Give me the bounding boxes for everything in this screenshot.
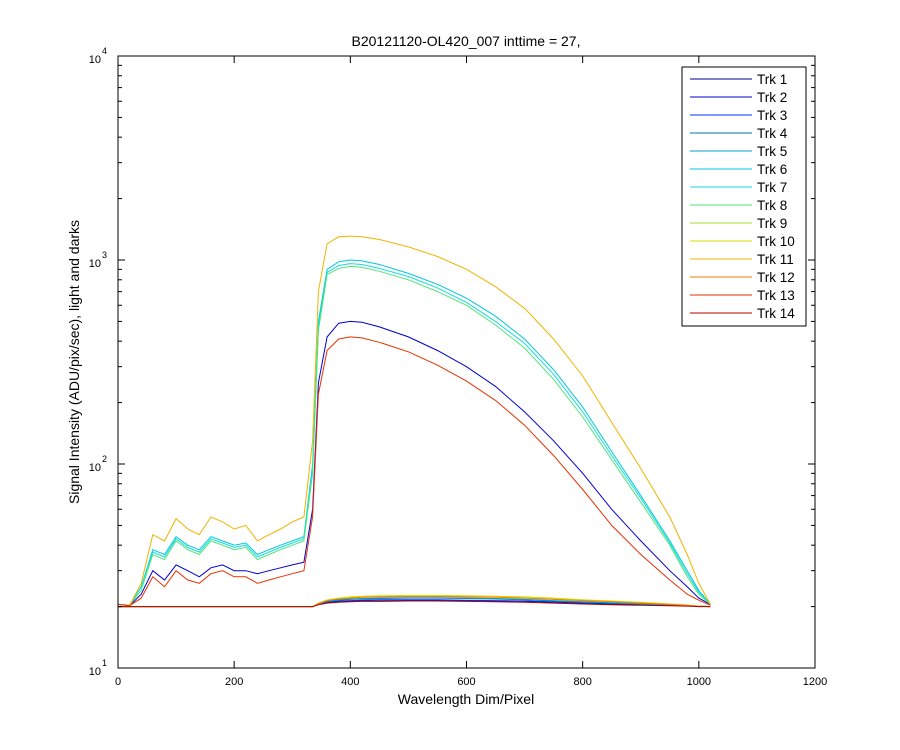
legend-label-5: Trk 5	[757, 144, 787, 159]
plot-lines	[117, 235, 711, 608]
series-line-14	[118, 600, 711, 608]
legend: Trk 1 Trk 2 Trk 3 Trk 4 Trk 5 Trk 6 Trk 7 Trk 8…	[681, 66, 807, 327]
y-tick-label: 10	[89, 258, 101, 270]
x-tick-labels: 0 200 400 600 800 1000 1200	[115, 676, 827, 688]
x-tick-label: 600	[457, 676, 475, 688]
legend-label-7: Trk 7	[757, 180, 787, 195]
legend-label-10: Trk 10	[757, 234, 795, 249]
y-tick-exponent: 1	[102, 658, 107, 668]
x-tick-label: 200	[225, 676, 243, 688]
series-line-13	[117, 336, 711, 607]
series-line-8	[117, 265, 711, 606]
legend-label-2: Trk 2	[757, 90, 787, 105]
x-tick-label: 400	[341, 676, 359, 688]
y-tick-exponent: 4	[102, 46, 107, 56]
legend-label-8: Trk 8	[757, 198, 787, 213]
y-axis-title: Signal Intensity (ADU/pix/sec), light an…	[66, 220, 82, 504]
axis-ticks	[117, 56, 816, 669]
x-tick-label: 1200	[803, 676, 827, 688]
legend-label-1: Trk 1	[757, 72, 787, 87]
legend-box	[681, 66, 807, 327]
legend-label-14: Trk 14	[757, 306, 795, 321]
series-line-6	[117, 259, 711, 606]
legend-label-9: Trk 9	[757, 216, 787, 231]
x-axis-title: Wavelength Dim/Pixel	[398, 691, 534, 707]
chart-title: B20121120-OL420_007 inttime = 27,	[352, 33, 581, 49]
y-tick-label: 10	[89, 462, 101, 474]
legend-label-13: Trk 13	[757, 288, 795, 303]
legend-label-4: Trk 4	[757, 126, 788, 141]
legend-label-12: Trk 12	[757, 270, 795, 285]
x-tick-label: 800	[573, 676, 591, 688]
series-line-7	[117, 263, 711, 606]
y-tick-exponent: 3	[102, 250, 107, 260]
y-tick-label: 10	[89, 666, 101, 678]
legend-label-3: Trk 3	[757, 108, 787, 123]
y-tick-exponent: 2	[102, 454, 107, 464]
series-line-2	[117, 320, 711, 607]
legend-label-6: Trk 6	[757, 162, 787, 177]
legend-label-11: Trk 11	[757, 252, 794, 267]
y-tick-label: 10	[89, 54, 101, 66]
legend-items: Trk 1 Trk 2 Trk 3 Trk 4 Trk 5 Trk 6 Trk 7 Trk 8…	[690, 72, 795, 321]
x-tick-label: 0	[115, 676, 121, 688]
series-line-11	[117, 235, 711, 606]
x-tick-label: 1000	[687, 676, 711, 688]
